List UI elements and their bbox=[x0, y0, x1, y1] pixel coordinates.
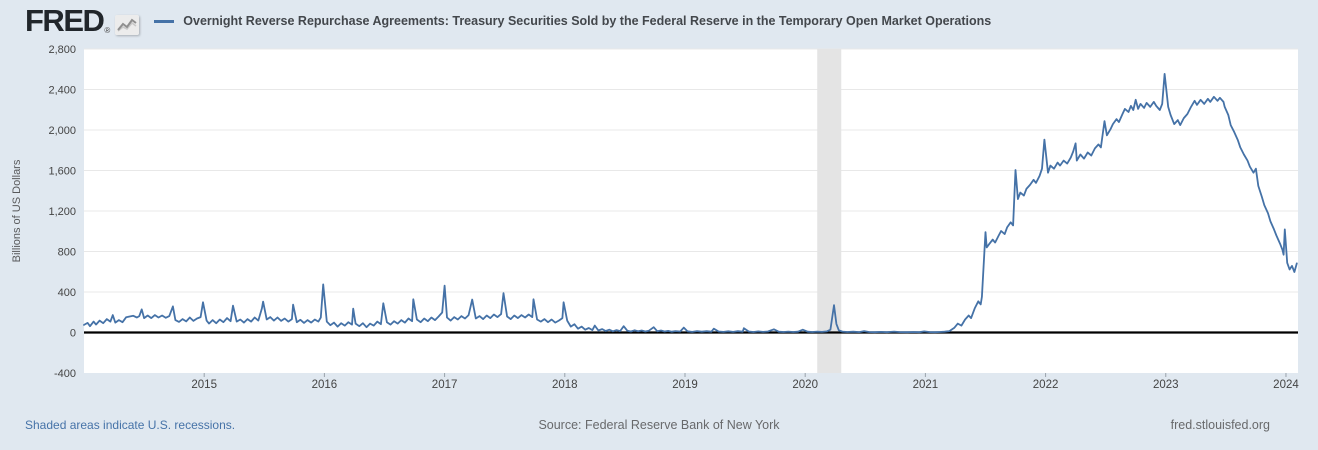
y-tick-label: 1,200 bbox=[48, 206, 76, 218]
y-tick-label: 2,000 bbox=[48, 125, 76, 137]
x-tick-label: 2017 bbox=[432, 379, 458, 391]
x-tick-label: 2024 bbox=[1273, 379, 1299, 391]
y-tick-label: -400 bbox=[54, 368, 76, 380]
line-chart-icon bbox=[115, 15, 140, 35]
x-tick-label: 2019 bbox=[672, 379, 698, 391]
y-tick-label: 400 bbox=[58, 287, 76, 299]
y-axis-title: Billions of US Dollars bbox=[11, 159, 23, 263]
x-tick-label: 2020 bbox=[792, 379, 818, 391]
x-tick-label: 2018 bbox=[552, 379, 578, 391]
recession-band bbox=[817, 49, 842, 373]
legend-line-swatch bbox=[154, 19, 175, 23]
x-tick-label: 2016 bbox=[312, 379, 338, 391]
y-tick-label: 0 bbox=[70, 328, 76, 340]
y-tick-label: 1,600 bbox=[48, 166, 76, 178]
x-tick-label: 2023 bbox=[1153, 379, 1179, 391]
x-tick-label: 2022 bbox=[1033, 379, 1059, 391]
x-tick-label: 2015 bbox=[191, 379, 217, 391]
y-tick-label: 800 bbox=[58, 247, 76, 259]
fred-logo[interactable]: FRED ® bbox=[25, 3, 140, 38]
header-bar: FRED ® Overnight Reverse Repurchase Agree… bbox=[0, 0, 1318, 42]
recession-note-link[interactable]: Shaded areas indicate U.S. recessions. bbox=[25, 418, 236, 432]
fred-site-link[interactable]: fred.stlouisfed.org bbox=[1170, 418, 1270, 432]
y-tick-label: 2,400 bbox=[48, 85, 76, 97]
series-line bbox=[83, 73, 1298, 334]
x-tick-label: 2021 bbox=[913, 379, 939, 391]
fred-logo-text: FRED bbox=[25, 3, 105, 38]
series-title[interactable]: Overnight Reverse Repurchase Agreements:… bbox=[183, 14, 992, 28]
registered-trademark-icon: ® bbox=[104, 26, 111, 35]
source-text: Source: Federal Reserve Bank of New York bbox=[538, 418, 780, 432]
y-tick-label: 2,800 bbox=[48, 44, 76, 56]
